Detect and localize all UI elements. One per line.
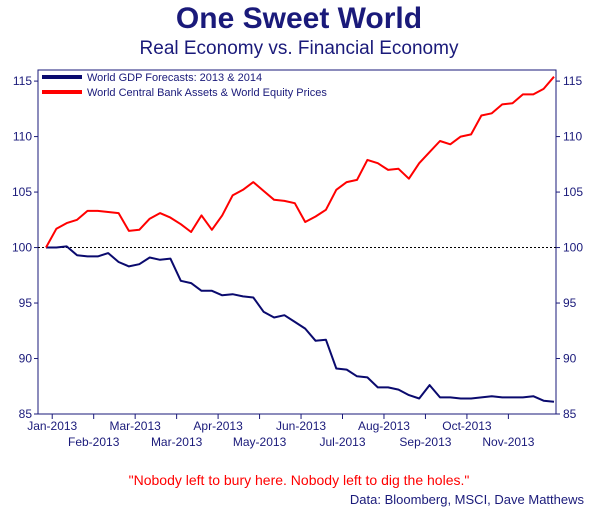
chart-title: One Sweet World [175, 2, 423, 35]
legend-label: World GDP Forecasts: 2013 & 2014 [87, 72, 262, 84]
data-source-note: Data: Bloomberg, MSCI, Dave Matthews [349, 492, 584, 507]
legend-label: World Central Bank Assets & World Equity… [87, 87, 327, 99]
y-tick-label-left: 100 [12, 241, 32, 255]
footer-quote: "Nobody left to bury here. Nobody left t… [128, 472, 470, 488]
x-tick-label: Jul-2013 [319, 435, 365, 449]
x-tick-label: Apr-2013 [193, 419, 243, 433]
y-tick-label-left: 115 [13, 74, 32, 88]
assets-series-line [45, 76, 555, 248]
y-tick-label-right: 95 [563, 296, 577, 310]
chart-subtitle: Real Economy vs. Financial Economy [139, 38, 459, 59]
y-tick-label-right: 110 [563, 130, 582, 144]
x-tick-label: Mar-2013 [109, 419, 161, 433]
y-tick-label-right: 100 [563, 241, 583, 255]
y-tick-label-right: 90 [563, 352, 577, 366]
x-tick-label: Sep-2013 [399, 435, 451, 449]
y-tick-label-left: 110 [13, 130, 32, 144]
x-tick-label: May-2013 [233, 435, 287, 449]
y-tick-label-left: 85 [19, 407, 33, 421]
plot-frame [37, 69, 557, 415]
x-tick-label: Oct-2013 [442, 419, 492, 433]
y-tick-label-left: 95 [19, 296, 33, 310]
x-tick-label: Jun-2013 [276, 419, 326, 433]
y-tick-label-left: 90 [19, 352, 33, 366]
y-tick-label-right: 85 [563, 407, 577, 421]
y-tick-label-right: 115 [563, 74, 582, 88]
gdp-series-line [46, 245, 555, 403]
x-tick-label: Feb-2013 [68, 435, 120, 449]
y-tick-label-right: 105 [563, 185, 583, 199]
x-tick-label: Nov-2013 [482, 435, 534, 449]
x-tick-label: Mar-2013 [151, 435, 203, 449]
x-tick-label: Jan-2013 [27, 419, 77, 433]
x-tick-label: Aug-2013 [358, 419, 410, 433]
y-tick-label-left: 105 [12, 185, 32, 199]
